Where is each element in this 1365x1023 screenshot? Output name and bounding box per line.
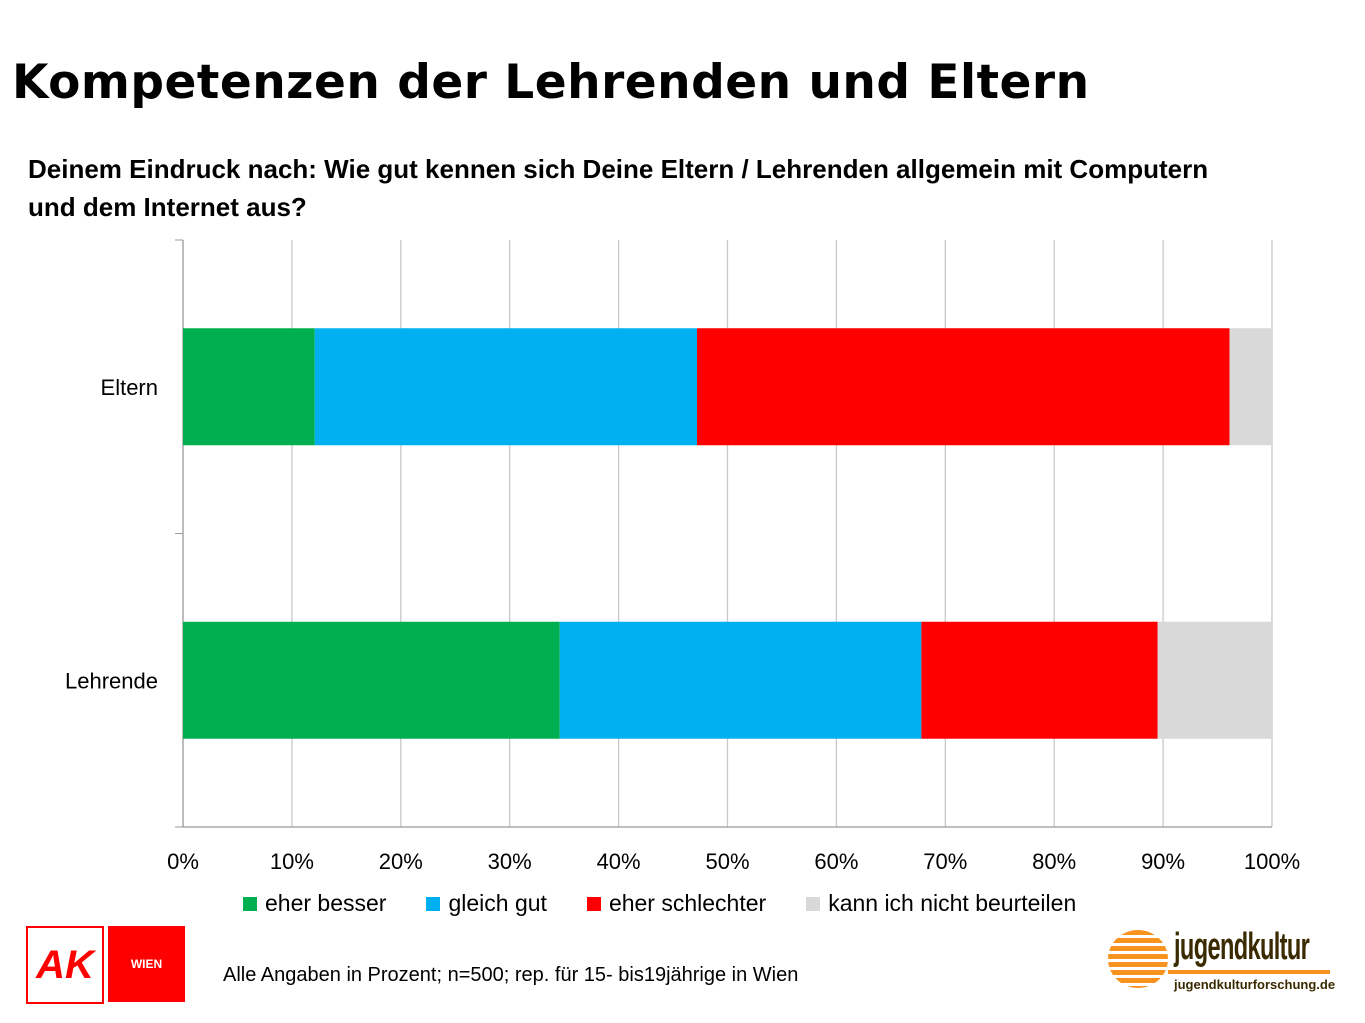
x-tick-label: 40% xyxy=(597,849,641,874)
x-tick-label: 0% xyxy=(167,849,199,874)
jugendkultur-logo: jugendkultur jugendkulturforschung.de xyxy=(1108,926,1336,1000)
ak-wien-logo: WIEN xyxy=(108,926,185,1002)
x-tick-label: 100% xyxy=(1244,849,1300,874)
legend-swatch xyxy=(243,896,257,911)
bar-segment xyxy=(314,328,698,446)
bar-segment xyxy=(559,621,922,739)
ak-logo: AK xyxy=(26,926,104,1004)
bar-segment xyxy=(183,621,560,739)
footnote: Alle Angaben in Prozent; n=500; rep. für… xyxy=(223,964,799,986)
category-label: Lehrende xyxy=(65,668,158,693)
bar-segment xyxy=(1229,328,1272,446)
x-tick-label: 60% xyxy=(814,849,858,874)
bar-segment xyxy=(1157,621,1272,739)
legend-item: eher schlechter xyxy=(586,890,767,917)
chart-subtitle: Deinem Eindruck nach: Wie gut kennen sic… xyxy=(28,154,1209,222)
legend-swatch xyxy=(586,896,601,911)
logo-line xyxy=(1168,970,1330,974)
legend-swatch xyxy=(426,896,441,911)
x-tick-label: 10% xyxy=(270,849,314,874)
jugendkultur-wordmark: jugendkultur xyxy=(1174,926,1310,968)
legend-item: eher besser xyxy=(243,890,386,917)
x-tick-label: 90% xyxy=(1141,849,1185,874)
bar-segment xyxy=(921,621,1158,739)
x-tick-label: 70% xyxy=(923,849,967,874)
x-tick-label: 50% xyxy=(705,849,749,874)
legend-item: gleich gut xyxy=(426,890,547,917)
legend-label: eher besser xyxy=(265,890,387,916)
x-tick-label: 80% xyxy=(1032,849,1076,874)
category-label: Eltern xyxy=(101,375,158,400)
legend-label: eher schlechter xyxy=(608,890,767,916)
legend-item: kann ich nicht beurteilen xyxy=(806,890,1076,917)
bar-segment xyxy=(697,328,1230,446)
page-title: Kompetenzen der Lehrenden und Eltern xyxy=(12,55,1090,110)
bar-segment xyxy=(183,328,315,446)
sun-icon xyxy=(1108,930,1168,988)
legend-swatch xyxy=(806,896,821,911)
jugendkultur-url: jugendkulturforschung.de xyxy=(1174,977,1336,992)
legend-label: gleich gut xyxy=(448,890,547,916)
x-tick-label: 20% xyxy=(379,849,423,874)
legend: eher besser gleich gut eher schlechter kann… xyxy=(243,890,1116,917)
x-tick-label: 30% xyxy=(488,849,532,874)
legend-label: kann ich nicht beurteilen xyxy=(828,890,1077,916)
